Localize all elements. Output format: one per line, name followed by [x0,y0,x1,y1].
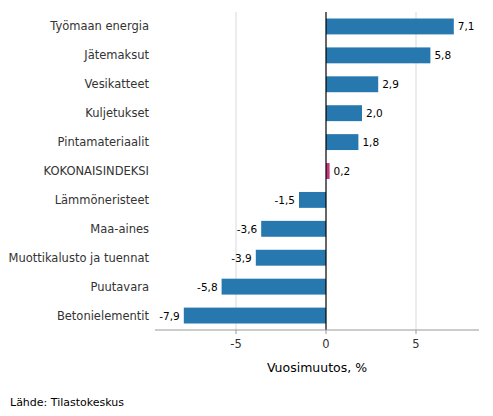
data-label: 7,1 [458,20,475,32]
source-note: Lähde: Tilastokeskus [10,396,124,409]
bar [326,47,430,63]
category-label: Lämmöneristeet [55,193,150,207]
data-label: -3,6 [237,223,258,235]
category-label: Jätemaksut [83,48,149,62]
bar [222,279,326,295]
data-label: -1,5 [275,194,296,206]
x-tick [326,330,327,334]
category-label: Puutavara [91,280,150,294]
zero-line [325,12,326,330]
category-label: Muottikalusto ja tuennat [8,251,149,265]
data-label: 2,0 [366,107,383,119]
x-tick-label: 5 [412,337,419,351]
bar [261,221,326,237]
bar [326,105,362,121]
category-label: Työmaan energia [49,19,149,33]
bar [326,19,454,35]
bars [184,19,454,324]
category-label: Vesikatteet [85,77,150,91]
bar [326,76,378,92]
category-label: Pintamateriaalit [58,135,150,149]
bar [326,134,358,150]
category-label: Maa-aines [90,222,149,236]
category-label: Betonielementit [57,309,150,323]
x-tick-label: 0 [322,337,329,351]
data-label: -5,8 [197,281,218,293]
chart: -7,9 -5,8 -3,9 -3,6 -1,5 0,2 1,8 2,0 2,9 5,8 7,1 Be… [0,0,493,416]
x-tick [236,330,237,334]
bar [256,250,326,266]
data-label: -7,9 [159,310,180,322]
x-axis-line [155,330,479,331]
data-label: 0,2 [334,165,351,177]
bar [299,192,326,208]
data-label: -3,9 [231,252,252,264]
bar [184,308,326,324]
category-label: KOKONAISINDEKSI [44,164,149,178]
category-label: Kuljetukset [85,106,149,120]
x-tick [416,330,417,334]
data-label: 5,8 [434,49,451,61]
x-axis-title: Vuosimuutos, % [267,360,367,375]
x-tick-label: -5 [230,337,241,351]
data-label: 1,8 [362,136,379,148]
data-label: 2,9 [382,78,399,90]
